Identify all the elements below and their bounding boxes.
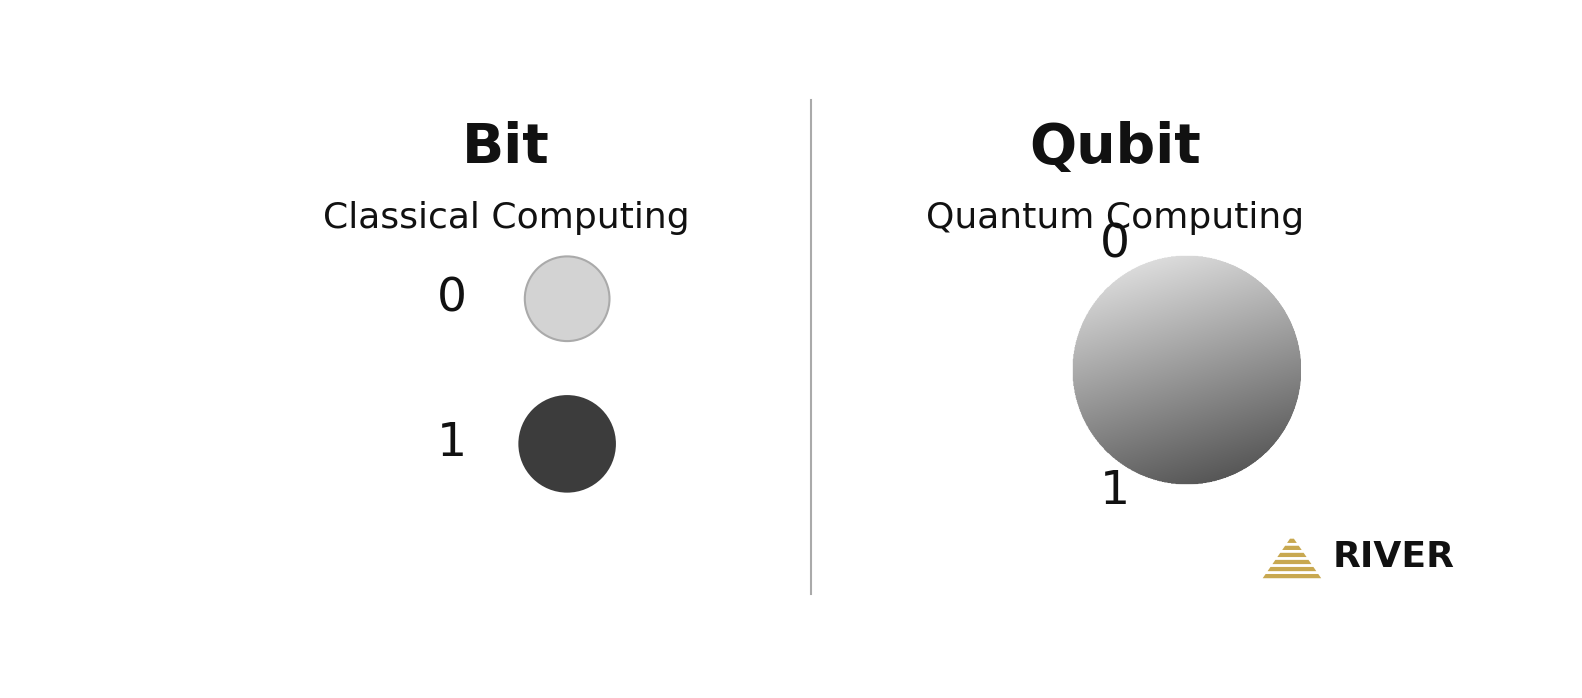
Text: 1: 1 <box>1099 469 1131 514</box>
Text: Classical Computing: Classical Computing <box>323 201 690 235</box>
Polygon shape <box>1262 574 1321 578</box>
Circle shape <box>525 256 609 341</box>
Text: 0: 0 <box>437 276 467 321</box>
Text: RIVER: RIVER <box>1332 540 1455 574</box>
Text: Quantum Computing: Quantum Computing <box>925 201 1305 235</box>
Text: Bit: Bit <box>462 121 551 175</box>
Polygon shape <box>1288 539 1297 543</box>
Text: 1: 1 <box>437 422 467 466</box>
Circle shape <box>519 396 615 491</box>
Polygon shape <box>1277 553 1307 557</box>
Text: Qubit: Qubit <box>1030 121 1201 175</box>
Polygon shape <box>1272 560 1311 564</box>
Text: 0: 0 <box>1101 223 1130 268</box>
Polygon shape <box>1281 546 1302 550</box>
Polygon shape <box>1267 567 1316 571</box>
